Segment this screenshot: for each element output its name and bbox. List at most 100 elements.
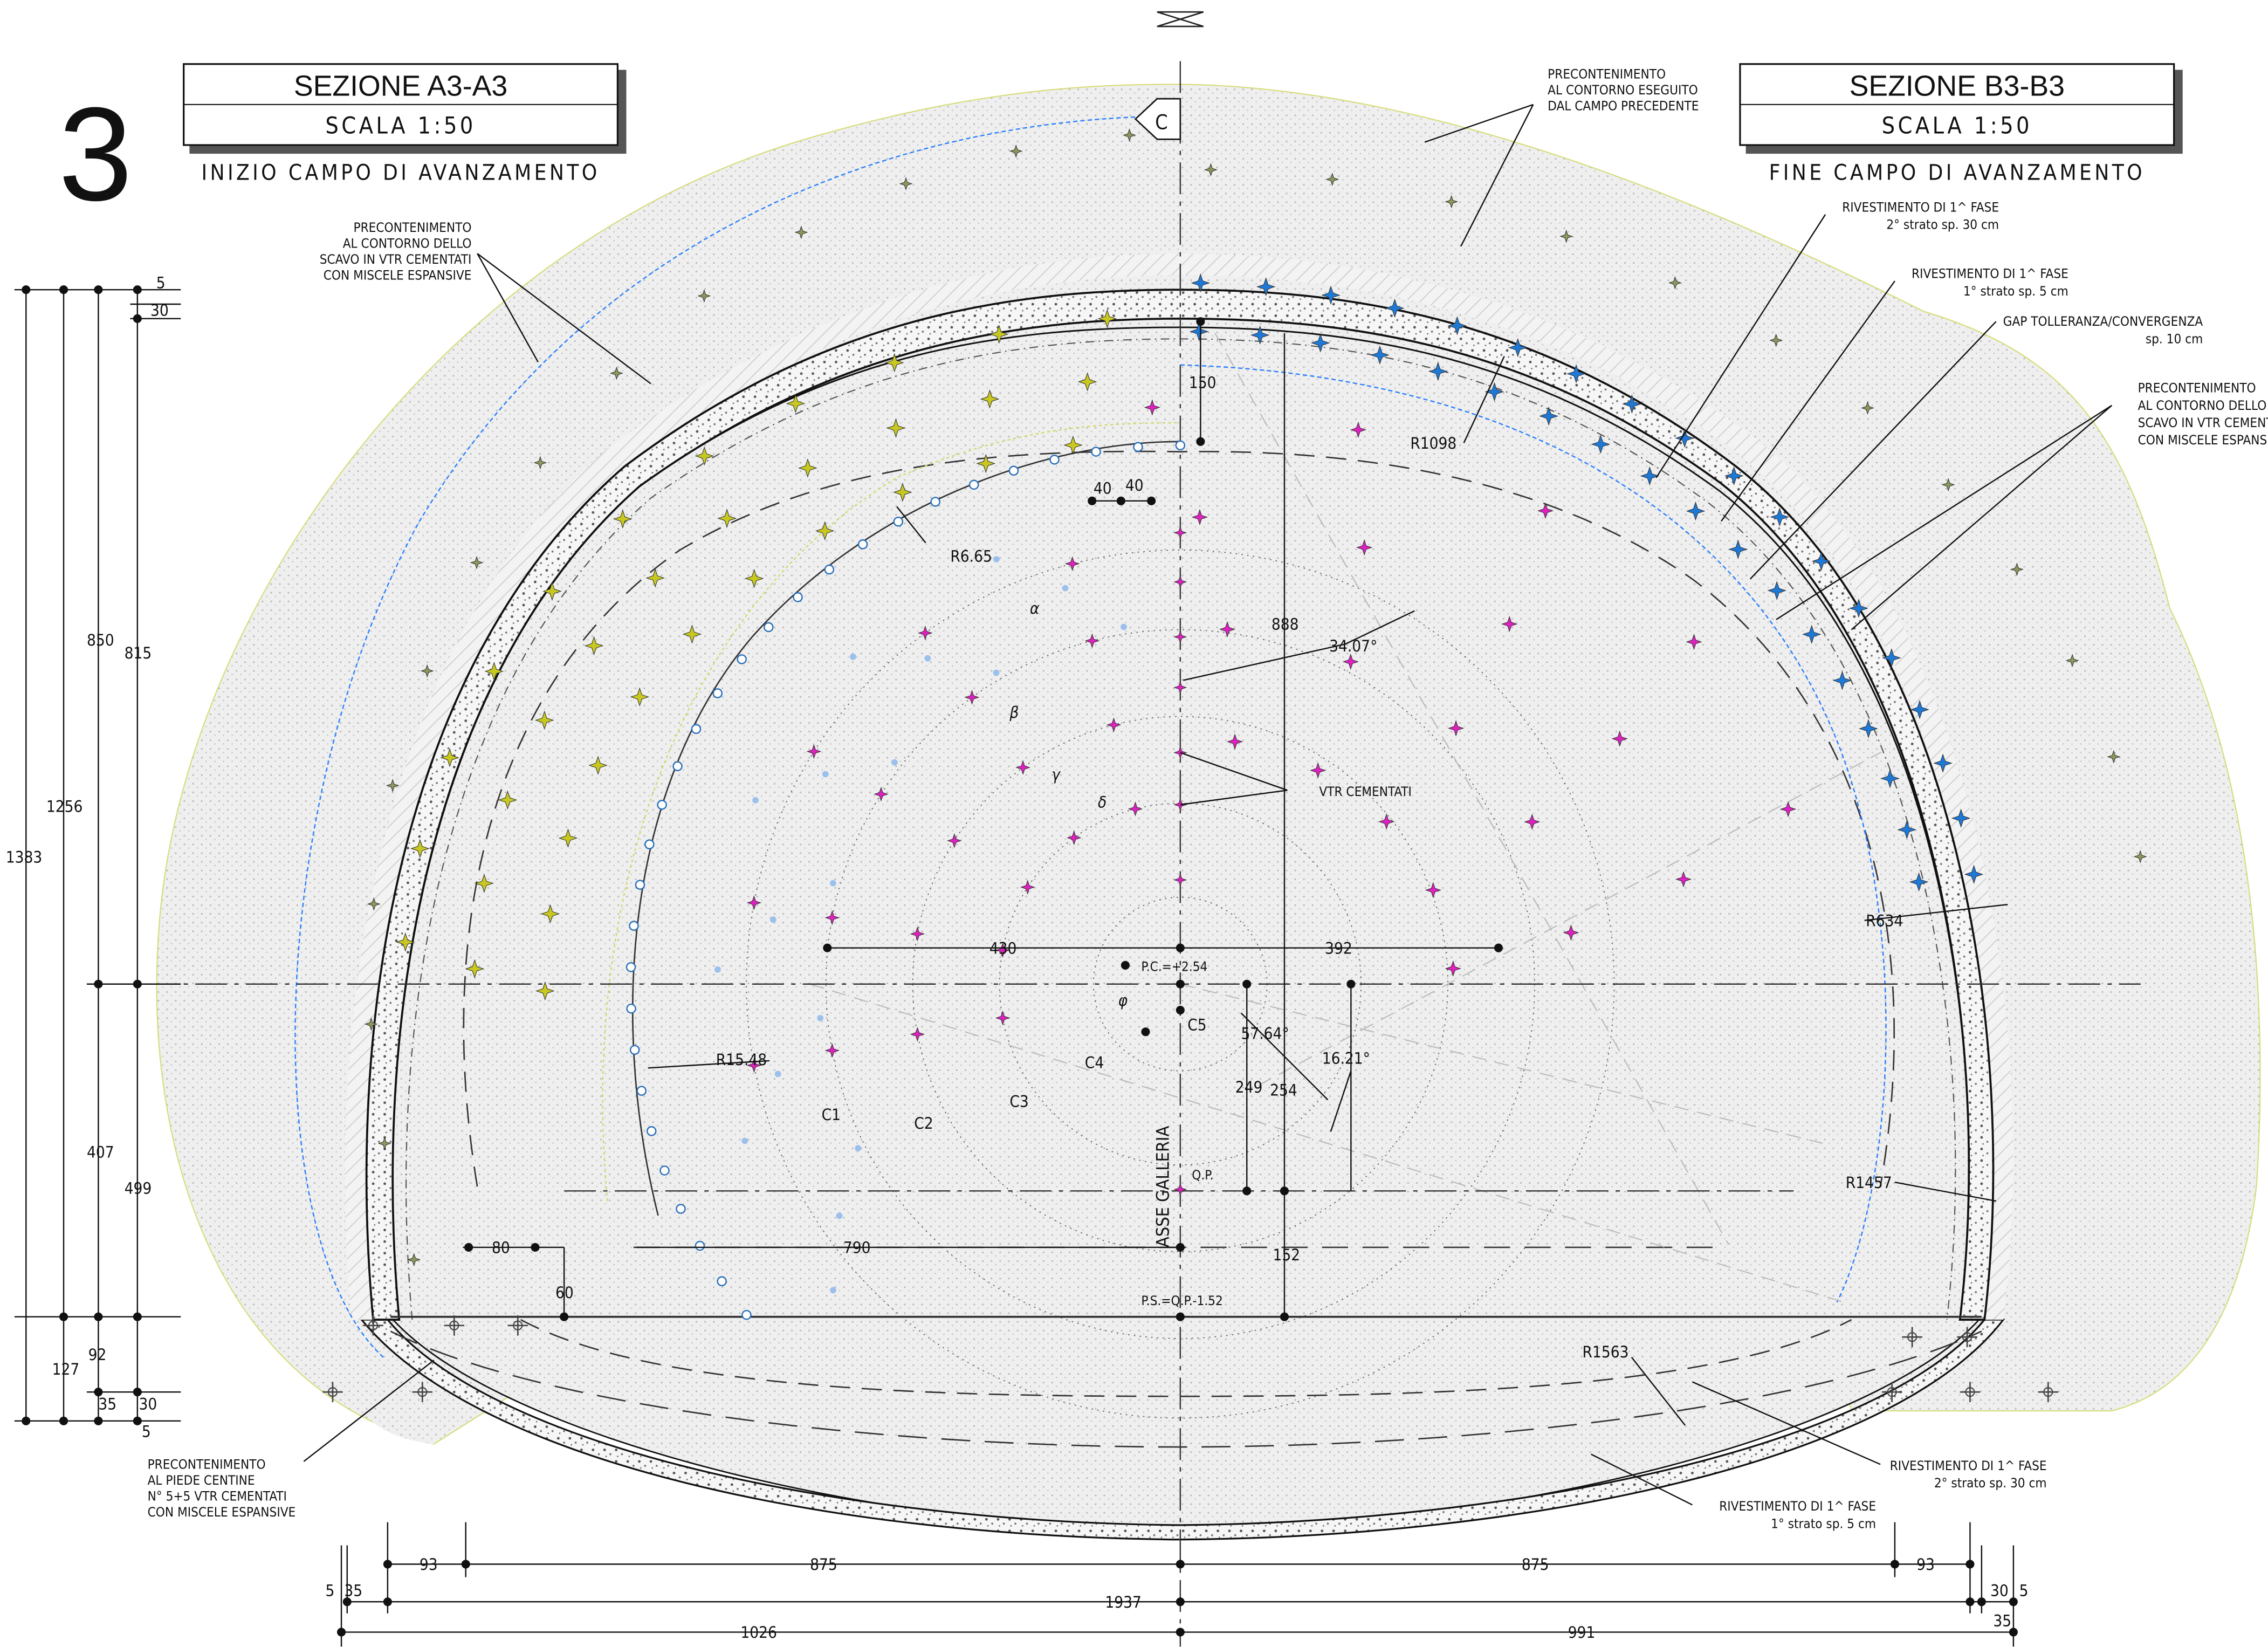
vtr-pile-icon [737, 654, 747, 664]
blue-anchor-icon [1832, 670, 1852, 690]
svg-text:3: 3 [58, 80, 132, 229]
dim-850: 850 [87, 631, 114, 649]
magenta-anchor-icon [1144, 399, 1160, 416]
blue-anchor-icon [1250, 325, 1270, 345]
olive-anchor-icon [1668, 276, 1682, 290]
olive-anchor-icon [377, 1136, 391, 1150]
foot-anchor-icon [412, 1382, 433, 1402]
dim-249: 249 [1235, 1078, 1263, 1096]
note-right-2: AL CONTORNO DELLO [2138, 398, 2267, 413]
magenta-anchor-icon [1445, 960, 1461, 977]
label-gamma: γ [1051, 766, 1061, 784]
note-foot-2: AL PIEDE CENTINE [148, 1473, 255, 1488]
vtr-pile-icon [1008, 465, 1019, 476]
bottom-dimension-lines [340, 1522, 2015, 1647]
svg-text:C: C [1155, 110, 1168, 134]
north-symbol-icon [1157, 11, 1204, 28]
magenta-anchor-icon [1501, 616, 1518, 633]
dim-152: 152 [1273, 1246, 1301, 1264]
vtr-pile-icon [857, 539, 868, 550]
dim-30b: 30 [139, 1395, 157, 1413]
blue-anchor-icon [1370, 345, 1390, 365]
right-section-subtitle: FINE CAMPO DI AVANZAMENTO [1769, 160, 2145, 185]
note-foot-3: N° 5+5 VTR CEMENTATI [148, 1488, 287, 1504]
magenta-anchor-icon [824, 1043, 840, 1058]
magenta-anchor-icon [1020, 880, 1035, 895]
magenta-anchor-icon [874, 786, 889, 802]
vtr-pile-icon [644, 839, 655, 849]
yellow-anchor-icon [645, 568, 665, 588]
olive-anchor-icon [470, 555, 484, 569]
foot-anchor-icon [507, 1315, 528, 1336]
magenta-anchor-icon [910, 926, 925, 942]
foot-anchor-icon [1881, 1382, 1902, 1402]
olive-anchor-icon [2133, 849, 2147, 863]
blue-anchor-icon [1882, 648, 1901, 668]
blue-anchor-icon [1964, 864, 1984, 884]
olive-anchor-icon [1204, 163, 1218, 177]
dim-b991: 991 [1568, 1623, 1596, 1642]
dim-b5a: 5 [326, 1581, 335, 1600]
blue-dot [836, 1212, 843, 1219]
blue-dot [1062, 585, 1069, 592]
dim-888: 888 [1272, 615, 1299, 634]
label-qp: Q.P. [1192, 1168, 1213, 1183]
olive-anchor-icon [1123, 128, 1136, 142]
note-riv-bot1-2: 1° strato sp. 5 cm [1771, 1516, 1876, 1531]
vtr-pile-icon [1049, 455, 1060, 465]
magenta-anchor-icon [995, 1010, 1011, 1026]
label-c4: C4 [1085, 1053, 1104, 1072]
magenta-anchor-icon [1173, 681, 1187, 695]
label-r634: R634 [1866, 911, 1903, 930]
blue-anchor-icon [1675, 428, 1694, 448]
olive-anchor-icon [1559, 229, 1573, 243]
yellow-anchor-icon [484, 662, 504, 681]
magenta-anchor-icon [1173, 1183, 1187, 1197]
foot-anchor-ring [417, 1387, 428, 1397]
vtr-pile-icon [626, 1003, 636, 1014]
vtr-pile-icon [646, 1126, 657, 1136]
note-gap-1: GAP TOLLERANZA/CONVERGENZA [2003, 314, 2203, 329]
yellow-anchor-icon [893, 483, 912, 502]
dim-254: 254 [1270, 1081, 1297, 1099]
foot-anchor-icon [2038, 1382, 2059, 1402]
foot-anchor-ring [513, 1320, 523, 1330]
dim-b30: 30 [1990, 1581, 2009, 1600]
yellow-anchor-icon [798, 458, 817, 478]
yellow-anchor-icon [884, 353, 904, 373]
foot-anchor-ring [368, 1320, 379, 1330]
blue-dot [829, 880, 836, 887]
blue-anchor-icon [1728, 539, 1748, 559]
label-beta: β [1009, 703, 1019, 722]
foot-anchor-icon [1902, 1327, 1922, 1348]
left-section-scale: SCALA 1:50 [325, 112, 476, 139]
yellow-anchor-icon [475, 874, 494, 893]
magenta-anchor-icon [1219, 621, 1236, 638]
vtr-pile-icon [824, 564, 835, 575]
blue-anchor-icon [1189, 322, 1209, 341]
magenta-anchor-icon [1780, 801, 1797, 818]
magenta-anchor-icon [1191, 509, 1208, 526]
label-delta: δ [1098, 793, 1106, 811]
axis-label: ASSE GALLERIA [1152, 1126, 1173, 1247]
yellow-anchor-icon [1063, 435, 1083, 455]
dim-40b: 40 [1125, 476, 1144, 495]
blue-dot [993, 669, 1000, 676]
left-title-block: SEZIONE A3-A3 SCALA 1:50 INIZIO CAMPO DI… [183, 63, 627, 185]
blue-dot [752, 797, 759, 804]
vtr-pile-icon [629, 1045, 640, 1055]
magenta-anchor-icon [1173, 873, 1187, 887]
olive-anchor-icon [1769, 333, 1783, 347]
olive-anchor-icon [1941, 478, 1955, 492]
anchor-markers [322, 128, 2147, 1402]
label-c1: C1 [822, 1106, 841, 1124]
yellow-anchor-icon [540, 904, 560, 924]
note-riv-top2-1: RIVESTIMENTO DI 1^ FASE [1842, 200, 1999, 215]
precontainment-arcs [294, 115, 1887, 1358]
yellow-anchor-icon [535, 981, 555, 1001]
magenta-anchor-icon [1084, 633, 1100, 648]
magenta-anchor-icon [746, 895, 762, 910]
magenta-anchor-icon [1356, 539, 1373, 556]
blue-dot [849, 653, 856, 660]
